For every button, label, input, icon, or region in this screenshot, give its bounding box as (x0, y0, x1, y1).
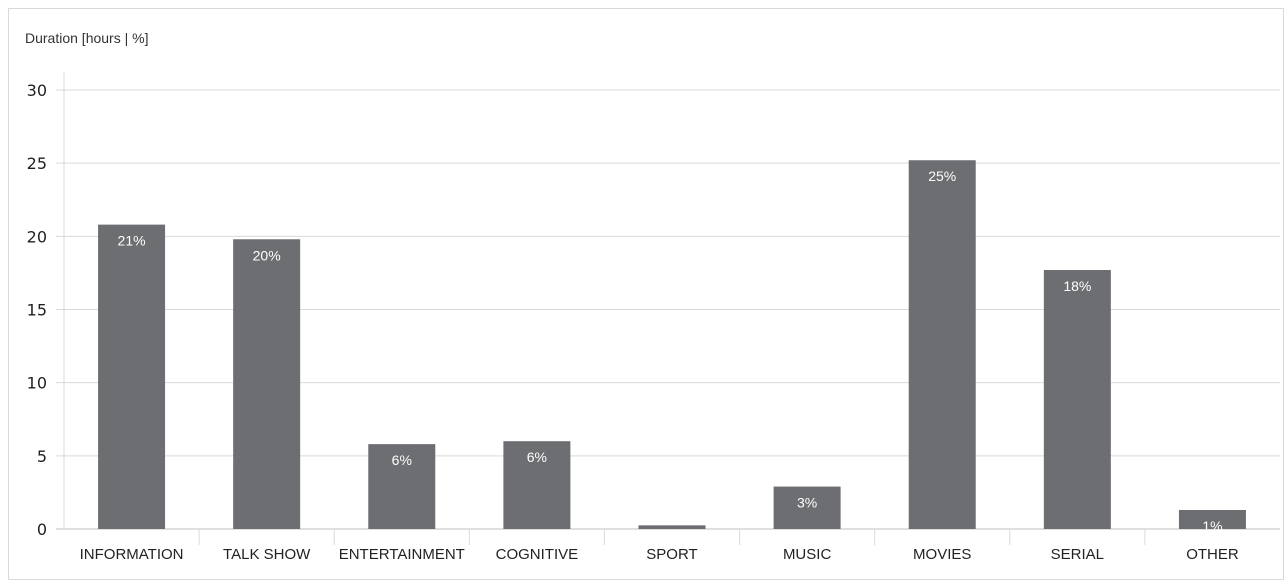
x-tick-label: MUSIC (783, 546, 832, 563)
bar (1043, 269, 1111, 529)
bar (368, 444, 436, 529)
data-label: 18% (1063, 278, 1091, 294)
data-label: 6% (527, 449, 547, 465)
bar (233, 239, 301, 529)
bar (503, 441, 571, 529)
bar (98, 224, 166, 530)
x-tick-label: ENTERTAINMENT (339, 546, 465, 563)
bar (908, 160, 976, 530)
y-tick-label: 0 (37, 520, 47, 539)
x-tick-label: COGNITIVE (496, 546, 579, 563)
y-tick-label: 25 (27, 154, 47, 173)
data-label: 21% (118, 233, 146, 249)
data-label: 25% (928, 168, 956, 184)
data-label: 20% (253, 247, 281, 263)
data-label: 1% (1202, 518, 1222, 534)
x-tick-label: MOVIES (913, 546, 971, 563)
y-tick-label: 5 (37, 447, 47, 466)
data-label: 3% (797, 495, 817, 511)
x-tick-label: SPORT (646, 546, 697, 563)
x-tick-label: INFORMATION (80, 546, 184, 563)
y-tick-label: 30 (27, 81, 47, 100)
x-tick-label: TALK SHOW (223, 546, 311, 563)
bar (638, 525, 706, 529)
data-label: 6% (392, 452, 412, 468)
y-tick-label: 15 (27, 301, 47, 320)
bar (773, 486, 841, 529)
bar (1178, 509, 1246, 529)
y-tick-label: 20 (27, 227, 47, 246)
y-axis-title: Duration [hours | %] (25, 30, 149, 46)
x-tick-label: SERIAL (1051, 546, 1104, 563)
x-tick-label: OTHER (1186, 546, 1239, 563)
y-tick-label: 10 (27, 374, 47, 393)
